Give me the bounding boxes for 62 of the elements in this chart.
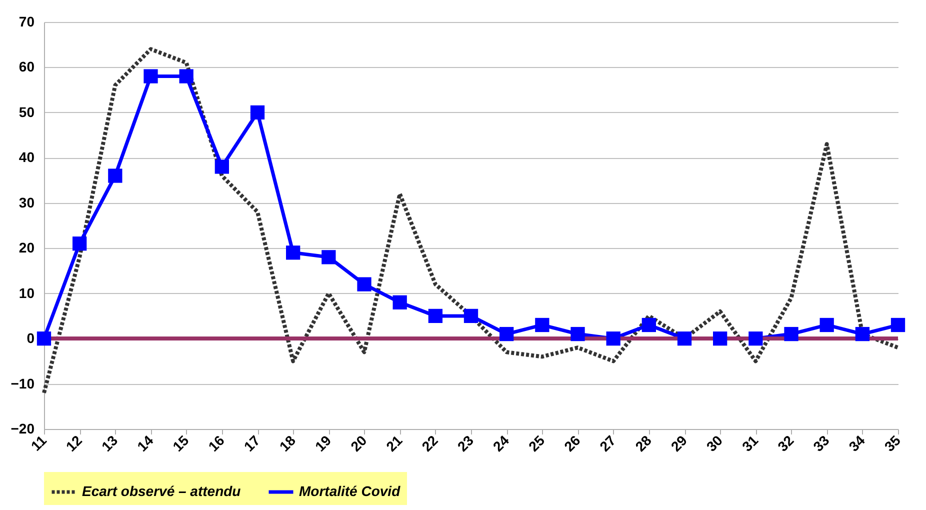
- legend-label: Mortalité Covid: [299, 483, 401, 499]
- x-tick-label: 23: [454, 432, 477, 454]
- x-tick-label: 24: [490, 432, 512, 454]
- point: [428, 308, 442, 324]
- point: [713, 331, 728, 346]
- x-tick-label: 32: [774, 432, 797, 454]
- y-tick-label: 10: [18, 284, 35, 301]
- point: [179, 69, 194, 84]
- point: [784, 326, 798, 342]
- point: [464, 308, 478, 324]
- x-tick-label: 30: [703, 432, 726, 454]
- x-tick-label: 33: [810, 432, 832, 454]
- x-tick-label: 26: [560, 432, 584, 454]
- x-tick-label: 27: [596, 432, 619, 454]
- x-tick-label: 21: [382, 432, 406, 454]
- x-tick-label: 16: [205, 432, 228, 454]
- point: [250, 105, 265, 120]
- point: [144, 69, 158, 84]
- point: [890, 318, 906, 332]
- x-tick-label: 13: [98, 432, 121, 454]
- y-tick-label: −10: [10, 375, 35, 392]
- point: [392, 295, 407, 310]
- y-tick-label: 40: [18, 149, 35, 166]
- point: [108, 168, 122, 183]
- x-tick-label: 35: [881, 432, 904, 454]
- y-tick-label: −20: [10, 420, 35, 436]
- x-tick-label: 17: [240, 432, 264, 454]
- point: [535, 318, 550, 332]
- point: [642, 318, 656, 332]
- point: [606, 331, 620, 346]
- y-tick-label: 60: [18, 58, 35, 75]
- point: [570, 326, 585, 342]
- point: [357, 277, 372, 292]
- x-tick-label: 14: [134, 432, 156, 454]
- y-tick-label: 0: [26, 330, 35, 346]
- x-tick-label: 12: [62, 432, 86, 454]
- point: [36, 331, 52, 346]
- x-tick-label: 20: [347, 432, 370, 454]
- legend-label: Ecart observé – attendu: [82, 483, 242, 499]
- point: [214, 160, 229, 174]
- y-tick-label: 20: [18, 240, 35, 256]
- x-tick-label: 29: [668, 432, 690, 454]
- point: [286, 246, 300, 260]
- point: [72, 236, 87, 251]
- point: [500, 326, 514, 342]
- y-tick-label: 50: [18, 104, 35, 120]
- y-tick-label: 30: [18, 194, 35, 210]
- x-tick-label: 18: [276, 432, 299, 454]
- point: [820, 318, 834, 332]
- x-tick-label: 31: [738, 432, 762, 454]
- x-tick-label: 25: [525, 432, 548, 454]
- x-tick-label: 28: [632, 432, 655, 454]
- point: [322, 250, 336, 264]
- point: [855, 326, 870, 342]
- y-tick-label: 70: [18, 14, 35, 30]
- x-tick-label: 22: [418, 432, 442, 454]
- x-tick-label: 15: [169, 432, 192, 454]
- point: [748, 331, 763, 346]
- x-tick-label: 19: [312, 432, 334, 454]
- line-series: [42, 47, 900, 395]
- point: [677, 331, 692, 346]
- x-tick-label: 34: [846, 432, 868, 454]
